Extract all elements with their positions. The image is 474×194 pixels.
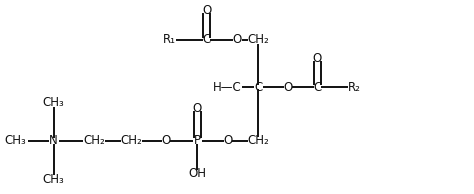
Text: CH₃: CH₃ [43,173,64,186]
Text: O: O [283,81,293,94]
Text: R₂: R₂ [348,81,361,94]
Text: OH: OH [188,167,206,180]
Text: R₁: R₁ [163,33,176,46]
Text: O: O [202,4,211,17]
Text: O: O [233,33,242,46]
Text: O: O [313,52,322,65]
Text: CH₃: CH₃ [4,134,26,147]
Text: P: P [194,134,201,147]
Text: CH₂: CH₂ [83,134,105,147]
Text: N: N [49,134,58,147]
Text: CH₂: CH₂ [120,134,142,147]
Text: C: C [255,81,263,94]
Text: CH₂: CH₂ [247,134,269,147]
Text: C: C [202,33,211,46]
Text: O: O [161,134,170,147]
Text: CH₃: CH₃ [43,96,64,109]
Text: CH₂: CH₂ [247,33,269,46]
Text: O: O [223,134,233,147]
Text: C: C [313,81,321,94]
Text: H—C: H—C [212,81,241,94]
Text: O: O [192,102,202,115]
